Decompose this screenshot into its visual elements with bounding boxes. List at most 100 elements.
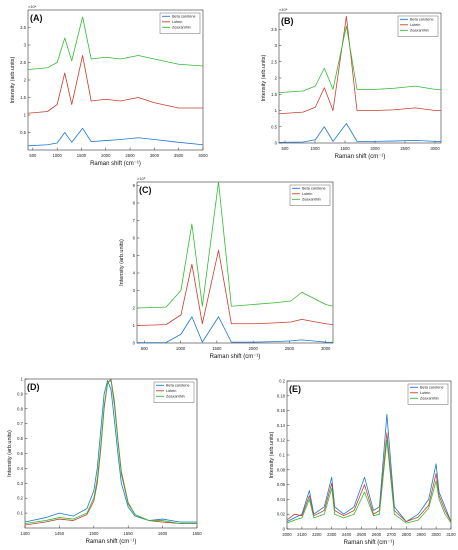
y-tick-label: 0.3 <box>17 481 23 486</box>
y-axis-label: Intensity (arb.units) <box>119 239 125 286</box>
y-tick-label: 0.5 <box>271 124 277 129</box>
panel-label: (C) <box>139 185 152 195</box>
panel-label: (B) <box>281 16 294 26</box>
panel-e: 2000 2100 2200 2300 2400 2500 2600 2700 2800 2900… <box>269 379 456 547</box>
x-tick-label: 1450 <box>55 531 65 536</box>
legend-entry: Beta carotene <box>410 18 434 22</box>
series-line-zeaxanthin <box>25 380 197 524</box>
panel-label: (D) <box>27 382 40 392</box>
series-line-lutein <box>279 15 441 115</box>
x-tick-label: 1500 <box>212 346 222 351</box>
legend-entry: Zeaxanthin <box>410 29 429 33</box>
y-tick-label: 0.4 <box>17 466 23 471</box>
legend-entry: Lutein <box>410 23 420 27</box>
y-tick-label: 1 <box>21 377 24 382</box>
x-tick-label: 3000 <box>150 153 160 158</box>
y-tick-label: 5 <box>133 253 136 258</box>
y-tick-label: 3 <box>24 43 27 48</box>
y-tick-label: 0.02 <box>277 512 286 517</box>
legend-entry: Beta carotene <box>172 15 196 19</box>
x-tick-label: 1500 <box>340 146 350 151</box>
legend-entry: Lutein <box>172 20 182 24</box>
y-tick-label: 9 <box>133 183 136 188</box>
y-tick-label: 1 <box>133 323 136 328</box>
x-tick-label: 2000 <box>101 153 111 158</box>
y-tick-label: 0.16 <box>277 408 286 413</box>
panel-label: (A) <box>30 13 43 23</box>
legend-entry: Lutein <box>302 192 312 196</box>
series-line-zeaxanthin <box>137 182 333 309</box>
x-tick-label: 1600 <box>158 531 168 536</box>
y-tick-label: 3 <box>275 43 278 48</box>
y-tick-label: 6 <box>133 236 136 241</box>
y-tick-label: 2 <box>133 306 136 311</box>
x-tick-label: 1500 <box>77 153 87 158</box>
series-line-beta-carotene <box>287 413 451 522</box>
y-tick-label: 2 <box>24 78 27 83</box>
x-tick-label: 500 <box>141 346 149 351</box>
x-tick-label: 2500 <box>357 532 367 537</box>
plot-frame <box>136 181 334 344</box>
exponent-label: ×10⁵ <box>137 176 146 181</box>
x-tick-label: 2000 <box>248 346 258 351</box>
y-tick-label: 0.06 <box>277 482 286 487</box>
y-tick-label: 3.5 <box>271 27 277 32</box>
x-tick-label: 2800 <box>402 532 412 537</box>
series-line-lutein <box>137 249 333 326</box>
y-tick-label: 0.1 <box>279 453 285 458</box>
panel-a: 500 1000 1500 2000 2500 3000 3500 4000 0.5 1 1.5 2 2… <box>10 4 208 167</box>
legend-entry: Lutein <box>166 389 176 393</box>
y-tick-label: 1 <box>275 108 278 113</box>
y-tick-label: 8 <box>133 201 136 206</box>
x-tick-label: 2500 <box>400 146 410 151</box>
x-tick-label: 2100 <box>297 532 307 537</box>
y-tick-label: 7 <box>133 218 136 223</box>
exponent-label: ×10⁴ <box>28 4 37 9</box>
legend-box <box>159 12 201 34</box>
legend-box <box>397 15 439 37</box>
y-tick-label: 2.5 <box>271 59 277 64</box>
y-tick-label: 0.14 <box>277 423 286 428</box>
y-tick-label: 0 <box>283 527 286 532</box>
x-tick-label: 2500 <box>285 346 295 351</box>
panel-label: (E) <box>289 384 301 394</box>
x-tick-label: 1500 <box>89 531 99 536</box>
legend-entry: Beta carotene <box>302 187 326 191</box>
legend-box <box>289 184 331 206</box>
x-axis-label: Raman shift (cm⁻¹) <box>210 354 261 360</box>
x-tick-label: 2000 <box>370 146 380 151</box>
x-axis-label: Raman shift (cm⁻¹) <box>90 161 141 167</box>
x-tick-label: 2600 <box>372 532 382 537</box>
x-tick-label: 3500 <box>174 153 184 158</box>
x-tick-label: 3000 <box>430 146 440 151</box>
x-tick-label: 1550 <box>124 531 134 536</box>
x-tick-label: 3000 <box>431 532 441 537</box>
y-axis-label: Intensity (arb.units) <box>269 431 275 478</box>
legend-entry: Zeaxanthin <box>166 395 185 399</box>
y-tick-label: 0.5 <box>20 130 26 135</box>
y-tick-label: 3 <box>133 288 136 293</box>
x-tick-label: 2300 <box>327 532 337 537</box>
x-tick-label: 4000 <box>198 153 208 158</box>
x-tick-label: 2700 <box>387 532 397 537</box>
y-tick-label: 1 <box>24 113 27 118</box>
y-tick-label: 1.5 <box>20 95 26 100</box>
x-tick-label: 1400 <box>20 531 30 536</box>
x-tick-label: 500 <box>282 146 290 151</box>
legend-entry: Beta carotene <box>166 384 190 388</box>
y-tick-label: 0.7 <box>17 421 23 426</box>
series-line-lutein <box>28 55 203 114</box>
series-line-beta-carotene <box>279 123 441 143</box>
legend-entry: Zeaxanthin <box>302 198 321 202</box>
x-tick-label: 500 <box>29 153 37 158</box>
y-tick-label: 0.18 <box>277 393 286 398</box>
y-tick-label: 0.9 <box>17 391 23 396</box>
x-tick-label: 1000 <box>176 346 186 351</box>
x-tick-label: 2500 <box>125 153 135 158</box>
y-tick-label: 3.5 <box>20 25 26 30</box>
legend-box <box>153 381 195 403</box>
